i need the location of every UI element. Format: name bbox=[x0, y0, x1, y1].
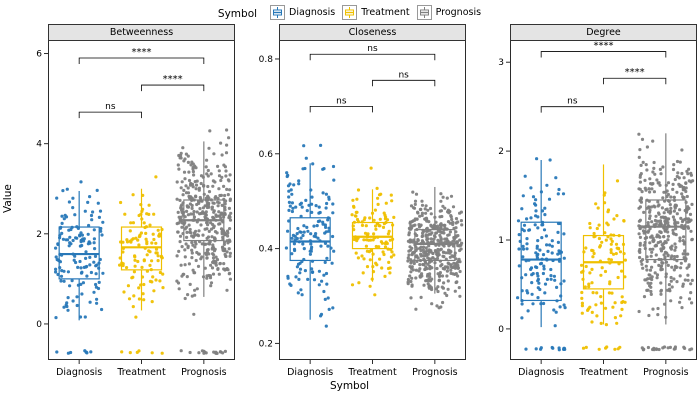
x-tick-label: Diagnosis bbox=[518, 367, 564, 378]
facet-strip: Betweenness bbox=[48, 24, 235, 41]
svg-text:6: 6 bbox=[36, 50, 42, 60]
significance-label: ns bbox=[367, 44, 378, 54]
legend-label: Prognosis bbox=[435, 6, 482, 18]
legend-label: Diagnosis bbox=[289, 6, 336, 18]
svg-text:0: 0 bbox=[36, 320, 42, 330]
facet-plot: 0.2 0.4 0.6 0.8 ns ns ns Diagnosis Treatment Prog… bbox=[259, 40, 466, 378]
y-axis-title: Value bbox=[2, 184, 14, 214]
boxplot-key-icon bbox=[270, 4, 286, 20]
svg-text:0.8: 0.8 bbox=[259, 55, 274, 65]
significance-label: ns bbox=[105, 102, 116, 112]
x-tick-label: Treatment bbox=[347, 367, 397, 378]
legend-item-prognosis: Prognosis bbox=[416, 4, 482, 20]
x-tick-label: Treatment bbox=[578, 367, 628, 378]
svg-text:0.6: 0.6 bbox=[259, 150, 274, 160]
svg-text:1: 1 bbox=[498, 236, 504, 246]
significance-label: **** bbox=[594, 41, 614, 52]
legend-items: Diagnosis Treatment Prognosis bbox=[263, 4, 482, 23]
significance-label: **** bbox=[163, 74, 183, 85]
x-tick-label: Diagnosis bbox=[56, 367, 102, 378]
significance-label: **** bbox=[625, 67, 645, 78]
facet-strip: Degree bbox=[510, 24, 697, 41]
x-tick-label: Diagnosis bbox=[287, 367, 333, 378]
facet-strip: Closeness bbox=[279, 24, 466, 41]
facet-closeness: Closeness 0.2 0.4 0.6 0.8 ns ns ns Diagnosis Trea… bbox=[249, 24, 466, 382]
x-axis-title: Symbol bbox=[329, 380, 370, 392]
significance-label: ns bbox=[398, 70, 409, 80]
svg-text:0.4: 0.4 bbox=[259, 245, 274, 255]
svg-text:2: 2 bbox=[36, 230, 42, 240]
boxplot-key-icon bbox=[416, 4, 432, 20]
svg-text:0: 0 bbox=[498, 325, 504, 335]
facet-betweenness: Betweenness 0 2 4 6 ns **** **** Diagnosis Treatm… bbox=[18, 24, 235, 382]
plot-body: Value Betweenness 0 2 4 6 ns **** **** Diagnosis… bbox=[0, 24, 699, 382]
legend-item-treatment: Treatment bbox=[342, 4, 410, 20]
significance-label: ns bbox=[567, 97, 578, 107]
x-tick-label: Treatment bbox=[116, 367, 166, 378]
facet-panels: Betweenness 0 2 4 6 ns **** **** Diagnosis Treatm… bbox=[18, 24, 697, 382]
boxplot-key-icon bbox=[342, 4, 358, 20]
svg-text:2: 2 bbox=[498, 147, 504, 157]
svg-text:3: 3 bbox=[498, 58, 504, 68]
facet-degree: Degree 0 1 2 3 ns **** **** Diagnosis Treatment Pr… bbox=[480, 24, 697, 382]
significance-label: **** bbox=[132, 47, 152, 58]
legend: Symbol Diagnosis Treatment Prognosis bbox=[0, 3, 699, 24]
facet-plot: 0 1 2 3 ns **** **** Diagnosis Treatment Prognosi… bbox=[498, 40, 697, 378]
x-tick-label: Prognosis bbox=[181, 367, 227, 378]
significance-label: ns bbox=[336, 96, 347, 106]
x-tick-label: Prognosis bbox=[643, 367, 689, 378]
legend-label: Treatment bbox=[361, 6, 410, 18]
x-tick-label: Prognosis bbox=[412, 367, 458, 378]
legend-item-diagnosis: Diagnosis bbox=[270, 4, 336, 20]
legend-title: Symbol bbox=[217, 7, 258, 20]
svg-text:0.2: 0.2 bbox=[259, 339, 273, 349]
svg-text:4: 4 bbox=[36, 140, 42, 150]
facet-plot: 0 2 4 6 ns **** **** Diagnosis Treatment Prognosi… bbox=[36, 40, 235, 378]
